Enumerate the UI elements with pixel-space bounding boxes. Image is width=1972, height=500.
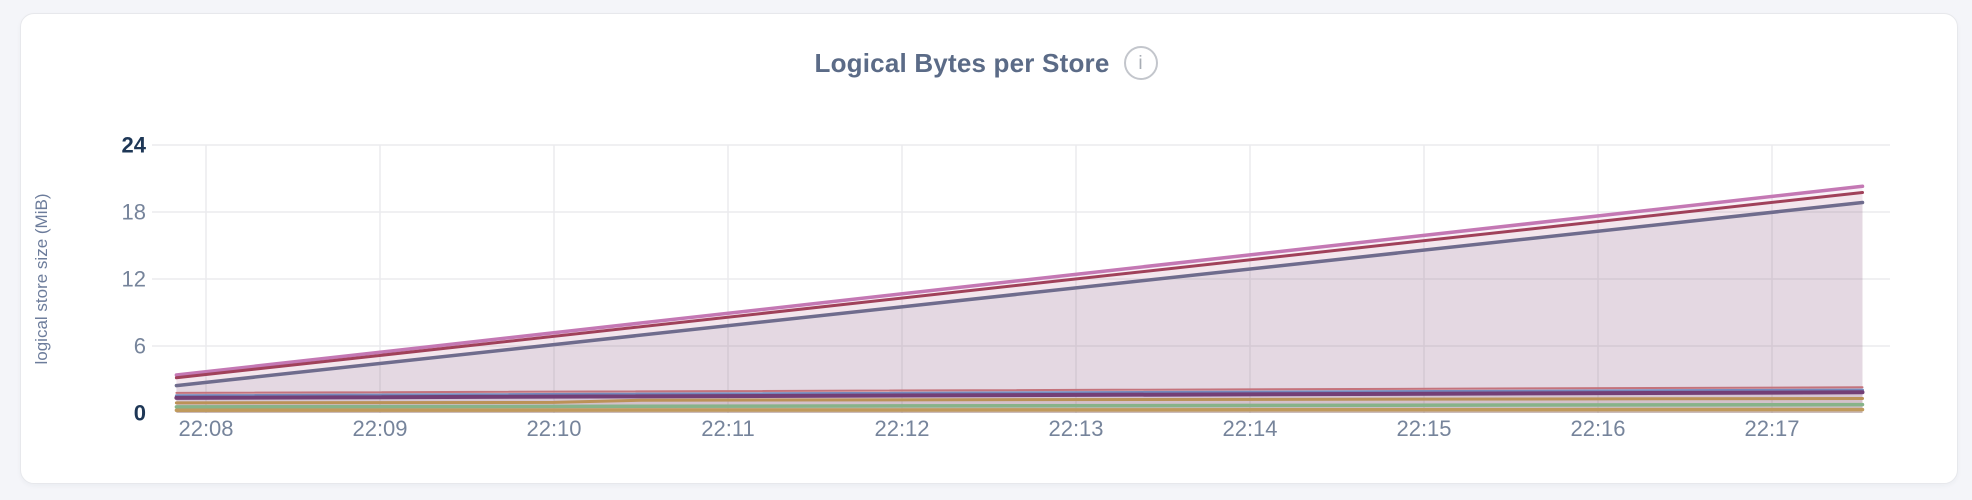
x-tick-label: 22:17 xyxy=(1744,416,1799,441)
series-line-series-4 xyxy=(175,386,1864,394)
y-tick-label: 18 xyxy=(122,200,146,225)
x-tick-label: 22:10 xyxy=(526,416,581,441)
y-tick-label: 24 xyxy=(122,133,147,158)
series-area-series-3 xyxy=(176,202,1863,413)
x-tick-label: 22:12 xyxy=(874,416,929,441)
x-tick-label: 22:08 xyxy=(178,416,233,441)
x-tick-label: 22:16 xyxy=(1570,416,1625,441)
series-line-series-7 xyxy=(174,397,1864,405)
x-tick-label: 22:13 xyxy=(1048,416,1103,441)
series-line-series-5 xyxy=(174,388,1864,398)
series-line-series-2 xyxy=(174,191,1864,380)
chart-header: Logical Bytes per Store i xyxy=(0,46,1972,80)
x-tick-label: 22:15 xyxy=(1396,416,1451,441)
y-axis-label: logical store size (MiB) xyxy=(32,193,51,365)
series-line-series-3 xyxy=(174,200,1865,388)
x-tick-label: 22:14 xyxy=(1222,416,1277,441)
series-line-series-8 xyxy=(174,402,1865,409)
series-line-series-6 xyxy=(174,390,1865,400)
y-tick-label: 12 xyxy=(122,267,146,292)
info-icon[interactable]: i xyxy=(1123,46,1158,80)
x-tick-label: 22:09 xyxy=(352,416,407,441)
series-line-series-9 xyxy=(174,407,1865,412)
y-tick-label: 6 xyxy=(134,334,146,359)
chart-title: Logical Bytes per Store xyxy=(814,47,1110,78)
x-tick-label: 22:11 xyxy=(701,416,754,441)
series-line-series-1 xyxy=(174,184,1865,377)
series-area-series-1 xyxy=(176,186,1863,413)
y-tick-label: 0 xyxy=(134,401,146,426)
